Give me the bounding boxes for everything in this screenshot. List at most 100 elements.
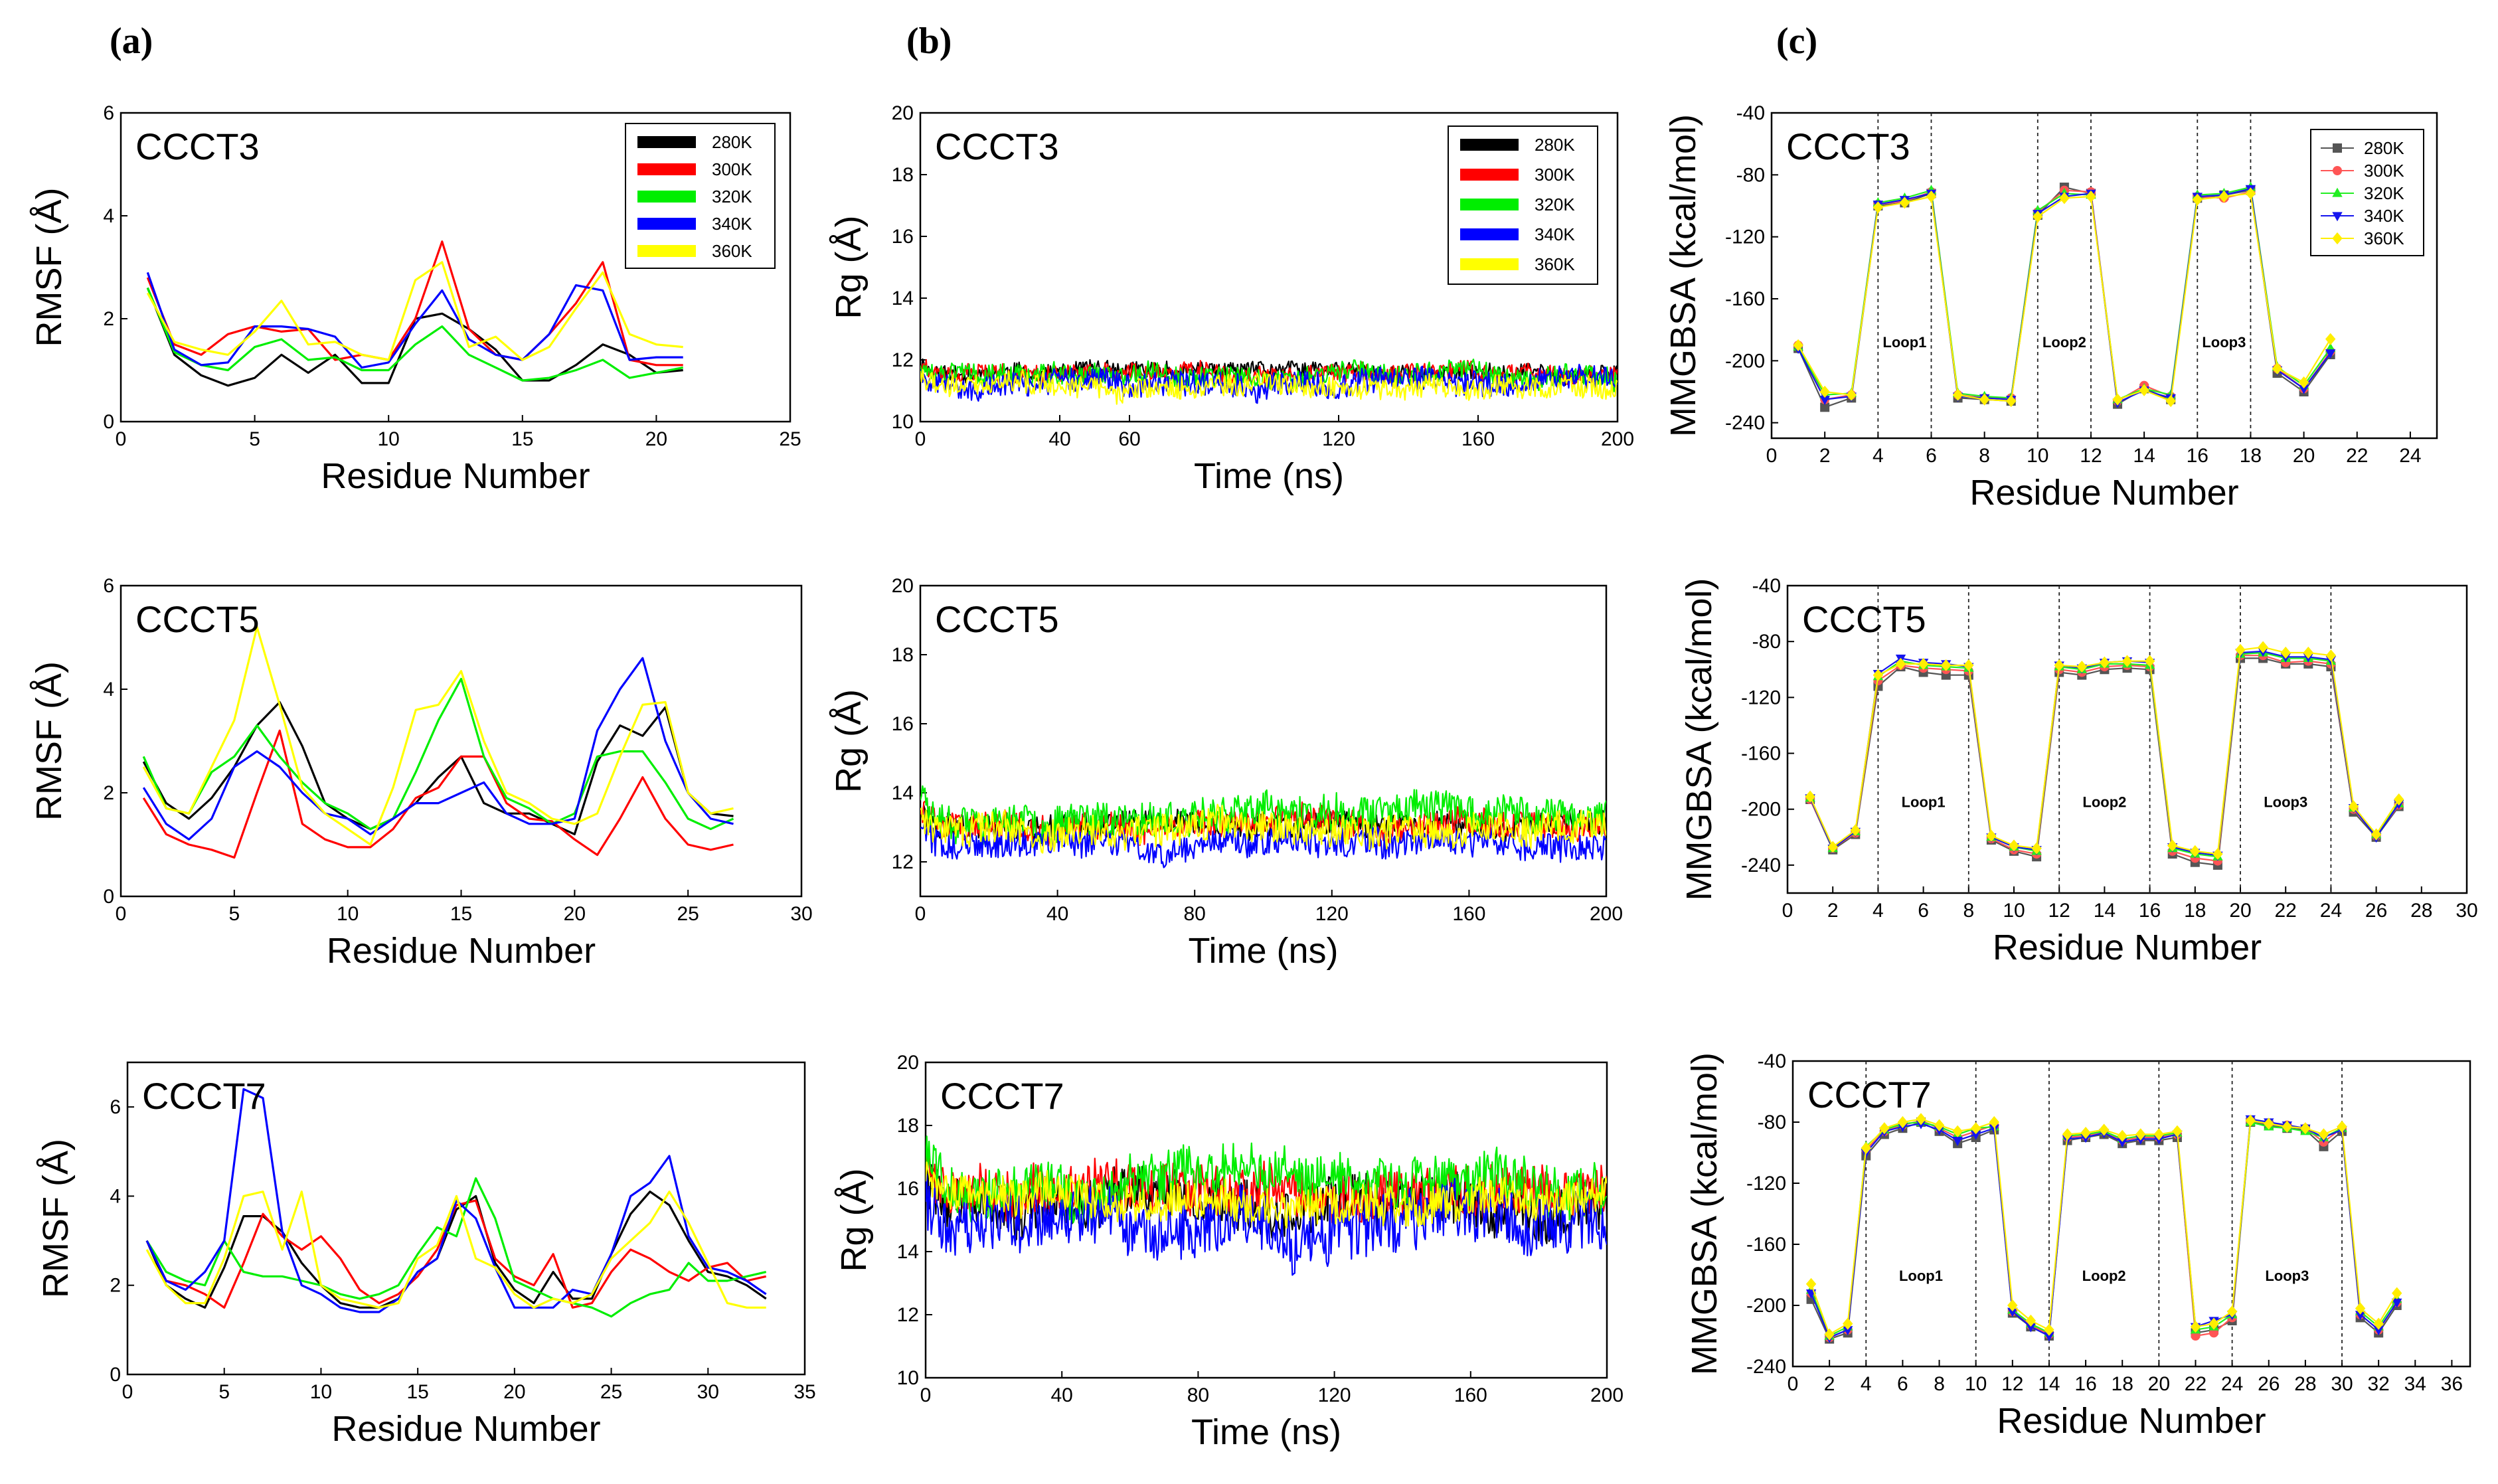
data-point-360K (2054, 659, 2064, 672)
y-tick-label: -160 (1741, 743, 1781, 765)
series-line-340K (146, 272, 683, 369)
y-tick-label: 18 (892, 164, 914, 186)
data-point-360K (1970, 1122, 1981, 1135)
x-tick-label: 14 (2133, 445, 2155, 467)
series-layer (1793, 181, 2336, 412)
x-tick-label: 200 (1590, 903, 1623, 925)
data-point-360K (2098, 1123, 2110, 1136)
x-tick-label: 18 (2240, 445, 2262, 467)
data-point-360K (2044, 1323, 2054, 1336)
legend-label-280K: 280K (712, 132, 752, 152)
legend-swatch-300K (637, 163, 696, 175)
series-layer (1805, 641, 2404, 870)
y-tick-label: 12 (892, 851, 914, 873)
x-tick-label: 40 (1046, 903, 1068, 925)
x-axis-label: Time (ns) (1191, 1412, 1341, 1452)
loop-label-1: Loop1 (1902, 793, 1946, 810)
panel-title: CCCT7 (142, 1075, 266, 1117)
data-point-360K (1843, 1317, 1853, 1330)
x-tick-label: 24 (2320, 900, 2342, 922)
x-tick-label: 15 (406, 1381, 428, 1403)
data-point-360K (2298, 376, 2309, 389)
plot-frame (919, 112, 1619, 423)
x-tick-label: 6 (1918, 900, 1929, 922)
y-tick-label: 0 (103, 886, 114, 908)
x-tick-label: 16 (2074, 1373, 2096, 1395)
series-layer (145, 1088, 767, 1318)
x-tick-label: 16 (2139, 900, 2161, 922)
legend-label-360K: 360K (1535, 254, 1575, 274)
legend-label-300K: 300K (2364, 161, 2404, 181)
data-point-360K (2033, 210, 2043, 223)
x-tick-label: 10 (378, 428, 400, 450)
data-point-360K (1897, 1115, 1908, 1129)
data-point-360K (2337, 1120, 2347, 1133)
x-tick-label: 25 (779, 428, 801, 450)
chart-mm-ccct5: 0 2 4 6 8 10 12 14 16 18 20 22 24 26 28 30-40-80-120-16… (1679, 575, 2478, 967)
chart-rmsf-ccct3: 0 5 10 15 20 25 0 2 4 6 Residue Number RMSF (Å) CCCT… (29, 102, 801, 496)
x-tick-label: 30 (2456, 900, 2477, 922)
data-point-360K (2165, 394, 2176, 408)
panel-title: CCCT7 (1807, 1074, 1932, 1115)
x-tick-label: 5 (218, 1381, 230, 1403)
y-tick-label: 4 (103, 205, 114, 227)
data-point-360K (1934, 1119, 1945, 1131)
legend-label-360K: 360K (712, 241, 752, 261)
chart-mm-ccct3: 0 2 4 6 8 10 12 14 16 18 20 22 24-40-80-120-160-200-… (1663, 102, 2438, 513)
series-line-360K (142, 625, 734, 846)
series-line-340K (1810, 1118, 2398, 1339)
y-tick-label: -40 (1752, 575, 1781, 597)
loop-label-3: Loop3 (2265, 1268, 2309, 1284)
data-point-360K (2099, 656, 2110, 669)
data-point-360K (2373, 1317, 2384, 1330)
data-point-360K (2122, 655, 2133, 667)
series-line-340K (920, 363, 1618, 404)
y-tick-label: 16 (892, 226, 914, 248)
data-point-360K (2153, 1128, 2165, 1141)
plot-frame (1770, 112, 2438, 440)
x-tick-label: 26 (2258, 1373, 2280, 1395)
y-tick-label: -240 (1725, 412, 1765, 434)
series-layer (146, 240, 684, 387)
x-axis-label: Residue Number (1997, 1401, 2266, 1441)
panel-title: CCCT3 (935, 125, 1059, 167)
data-point-360K (2318, 1128, 2329, 1141)
legend-label-340K: 340K (1535, 224, 1575, 244)
x-tick-label: 35 (793, 1381, 815, 1403)
panel-title: CCCT5 (1802, 598, 1926, 640)
data-point-340K (1970, 1130, 1981, 1140)
panel-title: CCCT7 (940, 1075, 1064, 1117)
x-tick-label: 20 (2148, 1373, 2170, 1395)
data-point-360K (2300, 1122, 2311, 1135)
y-axis-label: Rg (Å) (834, 1168, 874, 1272)
chart-rg-ccct7: 0 40 80 120 160 200 10 12 14 16 18 20 Time (ns) Rg (Å… (834, 1052, 1624, 1452)
panel-letter-c: (c) (1776, 21, 1817, 62)
y-tick-label: 6 (103, 575, 114, 597)
series-line-300K (1809, 655, 2400, 862)
data-point-360K (2135, 1128, 2146, 1141)
x-tick-label: 0 (116, 428, 127, 450)
data-point-300K (2191, 1331, 2201, 1341)
series-line-360K (1797, 193, 2331, 402)
legend-label-280K: 280K (1535, 135, 1575, 155)
y-tick-label: -240 (1741, 855, 1781, 876)
data-point-360K (2392, 1287, 2402, 1299)
x-tick-label: 8 (1963, 900, 1974, 922)
series-line-340K (142, 657, 734, 841)
x-axis-label: Residue Number (331, 1409, 600, 1449)
series-line-360K (920, 369, 1618, 405)
data-point-360K (2167, 839, 2178, 852)
x-tick-label: 10 (310, 1381, 332, 1403)
y-tick-label: 18 (892, 644, 914, 666)
x-tick-label: 8 (1979, 445, 1990, 467)
series-line-360K (145, 1191, 766, 1309)
x-tick-label: 28 (2410, 900, 2432, 922)
plot-frame (919, 584, 1608, 898)
legend-marker-320K (2332, 187, 2343, 197)
series-line-360K (1809, 646, 2400, 855)
legend-swatch-280K (637, 136, 696, 148)
x-tick-label: 12 (2001, 1373, 2023, 1395)
data-point-360K (2172, 1125, 2183, 1137)
loop-label-1: Loop1 (1882, 334, 1926, 351)
